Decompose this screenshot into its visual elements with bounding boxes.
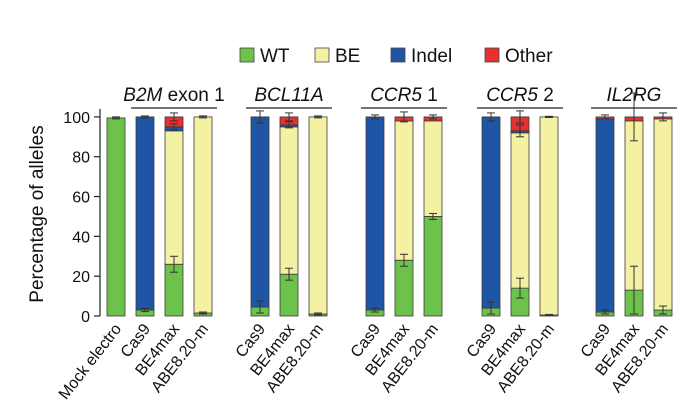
y-tick-label-60: 60 — [72, 190, 90, 207]
bar-ccr5-1-be4max-seg-wt — [394, 259, 414, 317]
bar-b2m-exon-1-cas9-top-error — [141, 115, 149, 119]
legend-label-other: Other — [505, 46, 553, 67]
bar-b2m-exon-1-abe8-20-m-seg-be — [193, 116, 213, 314]
bar-ccr5-2-abe8-20-m-wt-error — [545, 313, 553, 317]
bar-bcl11a-cas9-seg-indel — [250, 116, 270, 308]
bar-ccr5-1-be4max-wt-error — [400, 253, 408, 267]
bar-bcl11a-cas9-wt-error — [256, 300, 264, 314]
bar-ccr5-1-abe8-20-m-seg-wt — [423, 216, 443, 317]
bar-ccr5-2-abe8-20-m — [539, 115, 559, 317]
bar-mock-electro-seg-wt — [106, 117, 126, 317]
bar-b2m-exon-1-abe8-20-m-top-error — [199, 115, 207, 119]
bar-il2rg-abe8-20-m-seg-be — [653, 118, 673, 311]
bar-ccr5-1-abe8-20-m-wt-error — [429, 212, 437, 220]
group-labels: B2M exon 1 BCL11A CCR5 1 CCR5 2 IL2RG — [123, 85, 677, 109]
bar-il2rg-be4max-top-error — [630, 92, 638, 142]
bar-ccr5-1-abe8-20-m-top-error — [429, 114, 437, 120]
bar-bcl11a-abe8-20-m-seg-be — [308, 116, 328, 315]
bar-bcl11a-be4max — [279, 112, 299, 317]
bar-bcl11a-abe8-20-m — [308, 115, 328, 317]
group-label-b2m-exon-1: B2M exon 1 — [123, 85, 224, 106]
bar-b2m-exon-1-abe8-20-m — [193, 115, 213, 317]
bar-b2m-exon-1-be4max-seg-be — [164, 130, 184, 265]
legend-swatch-indel — [390, 47, 406, 63]
y-tick-label-0: 0 — [81, 309, 90, 326]
bar-ccr5-1-be4max — [394, 111, 414, 317]
bar-b2m-exon-1-be4max — [164, 112, 184, 317]
bar-ccr5-2-cas9-seg-indel — [481, 116, 501, 309]
bar-il2rg-cas9-top-error — [601, 114, 609, 120]
bar-il2rg-abe8-20-m-top-error — [659, 112, 667, 122]
bar-ccr5-2-abe8-20-m-top-error — [545, 115, 553, 119]
legend-swatch-wt — [239, 47, 255, 63]
legend: WT BE Indel Other — [239, 46, 553, 67]
bars — [106, 92, 673, 317]
bar-bcl11a-abe8-20-m-top-error — [314, 115, 322, 119]
bar-il2rg-be4max — [624, 92, 644, 317]
bar-bcl11a-abe8-20-m-wt-error — [314, 312, 322, 316]
group-label-ccr5-1: CCR5 1 — [370, 85, 438, 106]
bar-ccr5-2-cas9 — [481, 112, 501, 317]
bar-ccr5-1-be4max-seg-be — [394, 120, 414, 261]
bar-ccr5-2-be4max-top-error — [516, 110, 524, 124]
y-tick-label-20: 20 — [72, 269, 90, 286]
group-label-ccr5-2: CCR5 2 — [486, 85, 554, 106]
bar-ccr5-2-be4max-wt-error — [516, 277, 524, 299]
bar-bcl11a-cas9 — [250, 110, 270, 317]
bar-il2rg-cas9 — [595, 114, 615, 317]
bar-bcl11a-be4max-seg-be — [279, 126, 299, 275]
x-label-mock-electro: Mock electro — [56, 321, 125, 403]
bar-il2rg-abe8-20-m-wt-error — [659, 305, 667, 315]
bar-ccr5-2-abe8-20-m-seg-be — [539, 116, 559, 316]
y-tick-label-40: 40 — [72, 229, 90, 246]
y-tick-label-80: 80 — [72, 150, 90, 167]
legend-label-be: BE — [335, 46, 360, 67]
bar-ccr5-2-be4max-seg-be — [510, 132, 530, 289]
bar-ccr5-1-abe8-20-m — [423, 114, 443, 317]
bar-mock-electro-error — [112, 116, 120, 120]
bar-il2rg-cas9-wt-error — [601, 309, 609, 315]
bar-ccr5-1-cas9 — [365, 114, 385, 317]
bar-ccr5-2-cas9-top-error — [487, 112, 495, 122]
bar-mock-electro — [106, 117, 126, 317]
legend-swatch-other — [484, 47, 500, 63]
y-axis: 0 20 40 60 80 100 Percentage of alleles — [27, 108, 101, 326]
bar-ccr5-1-cas9-wt-error — [371, 307, 379, 313]
bar-bcl11a-be4max-other-error — [285, 121, 293, 129]
bar-bcl11a-be4max-wt-error — [285, 267, 293, 281]
group-label-bcl11a: BCL11A — [254, 85, 323, 106]
bar-ccr5-2-cas9-wt-error — [487, 301, 495, 315]
bar-b2m-exon-1-cas9-wt-error — [141, 307, 149, 313]
legend-swatch-be — [314, 47, 330, 63]
y-axis-label: Percentage of alleles — [27, 125, 48, 302]
bar-ccr5-1-abe8-20-m-seg-be — [423, 120, 443, 217]
bar-b2m-exon-1-be4max-wt-error — [170, 255, 178, 273]
bar-b2m-exon-1-be4max-top-error — [170, 112, 178, 122]
bar-ccr5-2-be4max-other-error — [516, 124, 524, 138]
bar-b2m-exon-1-be4max-other-error — [170, 123, 178, 131]
bar-bcl11a-cas9-top-error — [256, 110, 264, 124]
bar-il2rg-be4max-seg-be — [624, 120, 644, 291]
bar-il2rg-be4max-wt-error — [630, 265, 638, 315]
legend-label-indel: Indel — [411, 46, 452, 67]
legend-label-wt: WT — [260, 46, 290, 67]
bar-ccr5-2-be4max — [510, 110, 530, 317]
bar-il2rg-abe8-20-m — [653, 112, 673, 317]
bar-b2m-exon-1-cas9 — [135, 115, 155, 317]
bar-ccr5-1-cas9-top-error — [371, 114, 379, 120]
bar-b2m-exon-1-cas9-seg-indel — [135, 116, 155, 311]
bar-b2m-exon-1-abe8-20-m-wt-error — [199, 311, 207, 315]
bar-bcl11a-be4max-top-error — [285, 112, 293, 122]
bar-ccr5-1-cas9-seg-indel — [365, 116, 385, 311]
y-tick-label-100: 100 — [63, 110, 90, 127]
bar-il2rg-cas9-seg-indel — [595, 118, 615, 313]
bar-ccr5-1-be4max-top-error — [400, 111, 408, 123]
